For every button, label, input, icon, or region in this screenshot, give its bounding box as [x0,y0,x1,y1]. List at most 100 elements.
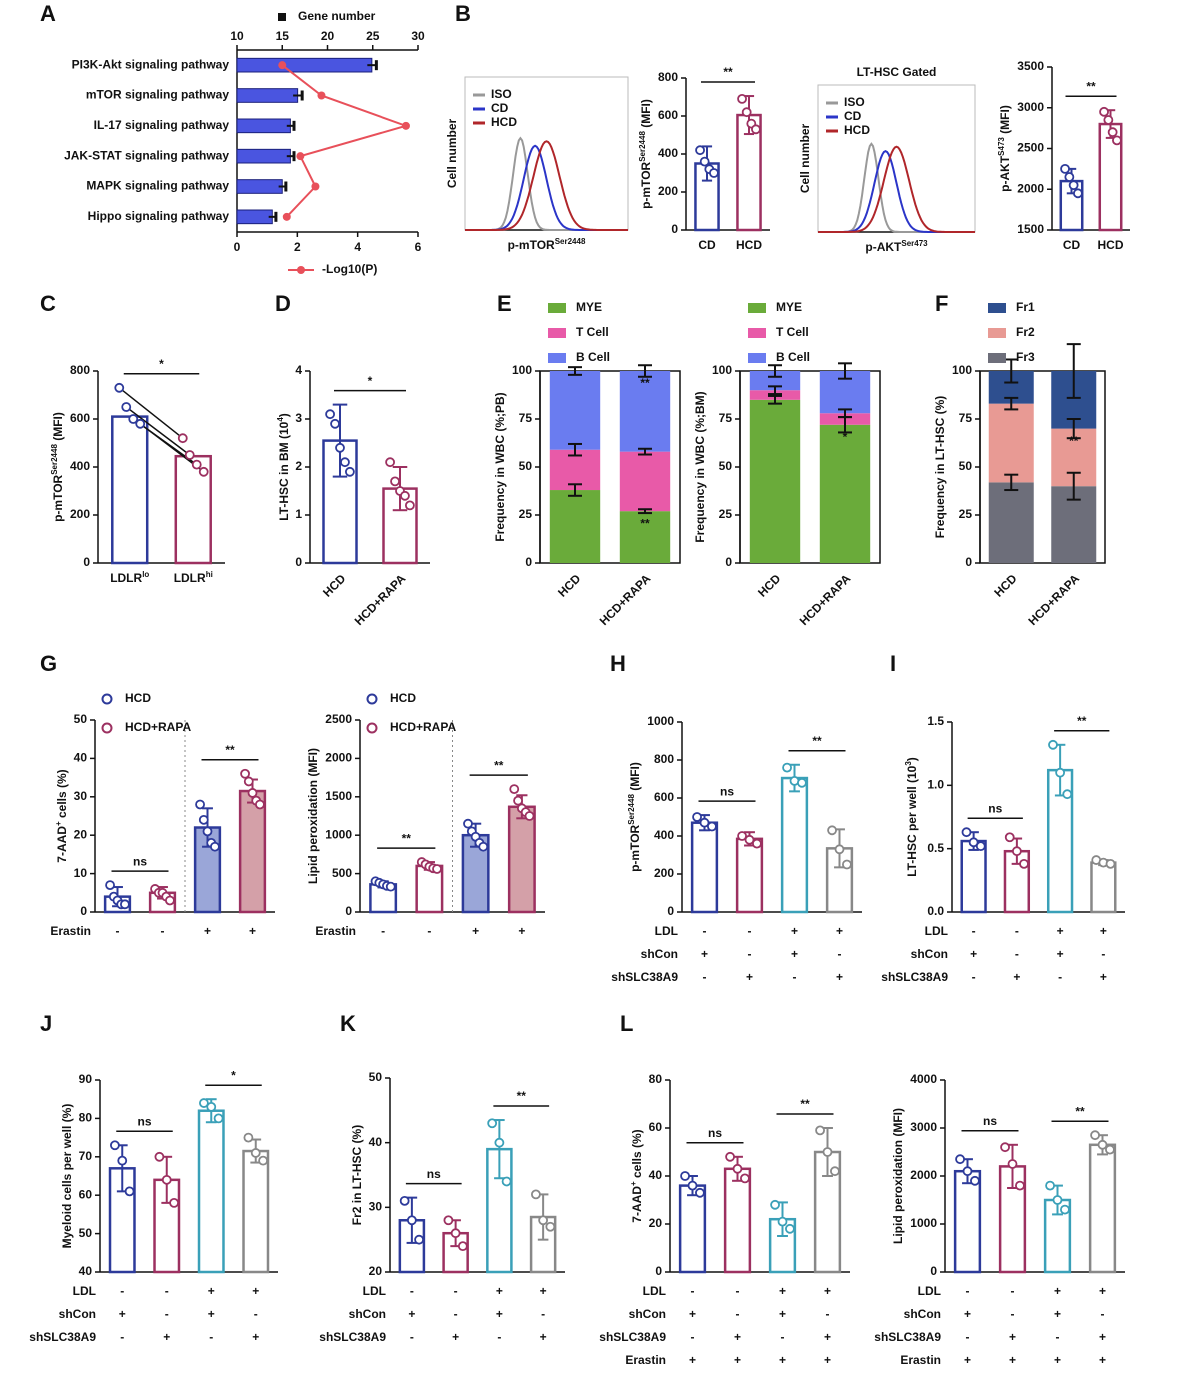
y-tick-label: 1000 [647,714,674,728]
y-tick-label: 80 [79,1111,93,1125]
data-point [414,1234,424,1245]
data-point [161,1174,172,1185]
panel-letter: C [40,291,56,316]
data-point [110,1140,120,1151]
condition-name: shSLC38A9 [874,1330,941,1344]
y-axis-label-part: 7-AAD [630,1186,644,1223]
bar-segment [549,371,601,450]
y-tick-label: 40 [369,1135,383,1149]
bar [690,821,719,914]
y-tick-label: 800 [70,363,90,377]
x-tick-label: HCD [736,238,762,252]
y-tick-label: 1500 [1017,222,1044,236]
legend-marker [297,266,305,274]
data-point [732,1163,743,1174]
bar-segment [988,482,1034,563]
y-tick-label: 60 [79,1187,93,1201]
data-point [335,442,345,453]
data-point [1007,1159,1018,1169]
condition-value: + [540,1330,547,1344]
data-point [494,1137,505,1148]
data-point [1064,172,1075,182]
data-point [198,814,209,825]
y-axis-label-part: cells (%) [55,769,69,821]
x-tick-label: HCD [320,571,349,600]
legend-swatch [748,353,766,363]
y-axis-label-part: Frequency in WBC (%;BM) [693,391,707,542]
condition-name: shSLC38A9 [881,970,948,984]
panel-letter: E [497,291,512,316]
data-point [184,450,195,460]
significance-label: ** [1077,714,1087,728]
x2-tick-label: 25 [366,29,380,43]
data-point [692,812,702,822]
condition-value: + [496,1284,503,1298]
y-tick-label: 40 [74,751,88,765]
legend-label: Fr3 [1016,350,1035,364]
data-point [968,837,979,848]
bar [236,118,291,134]
legend-label: HCD [844,123,870,137]
bar [960,839,987,914]
legend-marker [366,693,378,705]
condition-value: - [703,970,707,984]
y-axis-label: 7-AAD+ cells (%) [54,769,70,862]
data-point [1060,163,1070,174]
condition-value: - [161,924,165,938]
condition-value: + [252,1284,259,1298]
condition-value: + [1013,970,1020,984]
y-axis-label-part: Frequency in LT-HSC (%) [933,396,947,538]
data-point [457,1241,468,1252]
condition-value: - [1101,1307,1105,1321]
data-point [117,1155,128,1166]
y-tick-label: 100 [512,363,532,377]
data-point [1052,1195,1063,1205]
legend-label: HCD [491,115,517,129]
y-tick-label: 30 [369,1200,383,1214]
data-point [1011,846,1022,857]
y-axis-label-part: p-mTOR [628,824,642,871]
category-label: JAK-STAT signaling pathway [64,148,229,162]
data-point [124,1186,135,1197]
panel-letter: B [455,1,471,26]
condition-value: - [691,1330,695,1344]
significance-label: ** [800,1097,810,1111]
data-point [751,124,761,135]
y-axis-label-part: 4 [276,417,285,422]
y-axis-label-part: Ser2448 [50,444,59,475]
y-axis-label: p-mTORSer2448 (MFI) [50,412,66,522]
data-point [538,1215,549,1226]
condition-value: + [1009,1330,1016,1344]
condition-name: shCon [911,947,948,961]
condition-value: + [734,1330,741,1344]
data-point [797,777,807,788]
condition-value: - [1011,1284,1015,1298]
data-point [344,466,355,477]
y-tick-label: 70 [79,1149,93,1163]
data-point [680,1171,690,1181]
bar-segment [619,511,671,563]
y-tick-label: 100 [712,363,732,377]
condition-value: + [496,1307,503,1321]
y-axis-label: LT-HSC per well (103) [904,757,920,877]
line-point [296,152,305,161]
data-point [154,1151,165,1162]
legend-swatch [748,328,766,338]
data-point [121,402,132,412]
condition-value: + [163,1330,170,1344]
data-point [399,1195,410,1206]
condition-value: - [427,924,431,938]
data-point [699,817,710,828]
y-tick-label: 50 [74,712,88,726]
y-tick-label: 0 [725,555,732,569]
legend-label: HCD [125,691,151,705]
condition-value: + [1009,1353,1016,1367]
plot-frame [464,76,629,231]
x-axis-label: p-AKTSer473 [865,239,928,255]
data-point [1105,1144,1115,1155]
y-tick-label: 200 [70,507,90,521]
condition-value: + [1054,1353,1061,1367]
data-point [740,1173,750,1184]
condition-value: + [824,1284,831,1298]
x-tick-label: HCD [991,571,1020,600]
